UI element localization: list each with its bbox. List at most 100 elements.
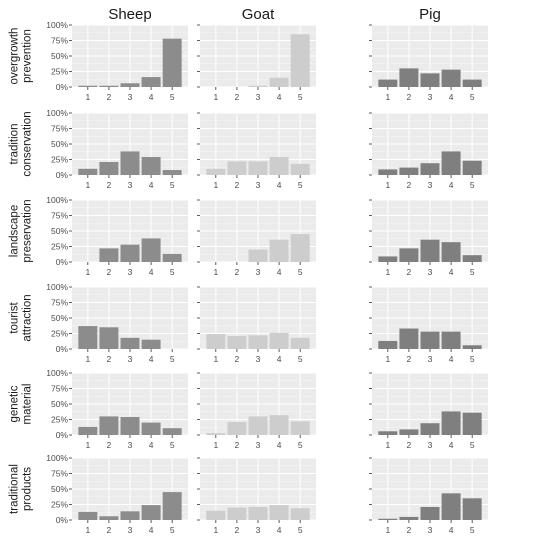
x-tick-label: 5: [470, 354, 475, 364]
bar-sheep-3: [121, 511, 140, 520]
y-tick-label: 75%: [51, 298, 68, 308]
x-tick-label: 3: [428, 267, 433, 277]
row-label-4: geneticmaterial: [9, 384, 34, 425]
x-tick-label: 1: [213, 92, 218, 102]
y-tick-label: 75%: [51, 211, 68, 221]
x-tick-label: 1: [85, 267, 90, 277]
bar-goat-5: [291, 34, 310, 87]
x-tick-label: 2: [407, 525, 412, 535]
y-tick-label: 75%: [51, 36, 68, 46]
row-label-word: traditional: [9, 464, 21, 514]
row-label-word: overgrowth: [9, 28, 21, 85]
column-title-sheep: Sheep: [108, 6, 151, 23]
y-tick-label: 75%: [51, 124, 68, 134]
x-tick-label: 4: [277, 180, 282, 190]
x-tick-label: 3: [256, 92, 261, 102]
bar-sheep-4: [142, 340, 161, 349]
x-tick-label: 3: [256, 180, 261, 190]
y-tick-label: 0%: [56, 344, 69, 354]
x-tick-label: 2: [407, 92, 412, 102]
bar-sheep-4: [142, 238, 161, 262]
x-tick-label: 4: [277, 440, 282, 450]
bar-goat-3: [249, 250, 268, 262]
bar-pig-4: [442, 493, 461, 520]
y-tick-label: 50%: [51, 313, 68, 323]
bar-pig-1: [378, 341, 397, 349]
row-label-5: traditionalproducts: [9, 464, 34, 514]
bar-goat-1: [206, 169, 225, 175]
y-tick-label: 0%: [56, 257, 69, 267]
y-tick-label: 50%: [51, 484, 68, 494]
bar-goat-3: [249, 335, 268, 349]
bar-pig-2: [399, 168, 418, 175]
x-tick-label: 2: [107, 180, 112, 190]
x-tick-label: 5: [170, 180, 175, 190]
x-tick-label: 5: [170, 267, 175, 277]
bar-sheep-2: [99, 86, 118, 87]
bar-pig-4: [442, 151, 461, 175]
bar-sheep-2: [99, 416, 118, 435]
bar-goat-4: [270, 78, 289, 87]
x-tick-label: 4: [277, 92, 282, 102]
x-tick-label: 5: [298, 525, 303, 535]
bar-pig-4: [442, 411, 461, 435]
bar-sheep-5: [163, 492, 182, 520]
x-tick-label: 1: [213, 525, 218, 535]
y-tick-label: 0%: [56, 82, 69, 92]
x-tick-label: 3: [256, 354, 261, 364]
x-tick-label: 2: [407, 180, 412, 190]
y-tick-label: 100%: [46, 282, 68, 292]
x-tick-label: 1: [85, 440, 90, 450]
x-tick-label: 5: [170, 440, 175, 450]
bar-goat-1: [206, 334, 225, 349]
x-tick-label: 2: [407, 440, 412, 450]
x-tick-label: 1: [213, 267, 218, 277]
bar-goat-5: [291, 421, 310, 435]
y-tick-label: 25%: [51, 415, 68, 425]
row-label-word: tourist: [9, 302, 21, 334]
bar-sheep-1: [78, 326, 97, 349]
bar-sheep-2: [99, 248, 118, 262]
x-tick-label: 4: [449, 440, 454, 450]
x-tick-label: 2: [235, 440, 240, 450]
bar-pig-3: [421, 507, 440, 520]
x-tick-label: 5: [170, 92, 175, 102]
bar-pig-1: [378, 519, 397, 520]
x-tick-label: 2: [107, 525, 112, 535]
bar-goat-2: [227, 161, 246, 175]
x-tick-label: 2: [235, 180, 240, 190]
x-tick-label: 1: [85, 180, 90, 190]
bar-sheep-3: [121, 151, 140, 175]
y-tick-label: 50%: [51, 226, 68, 236]
x-tick-label: 1: [85, 92, 90, 102]
bar-sheep-2: [99, 516, 118, 520]
bar-sheep-5: [163, 428, 182, 435]
y-tick-label: 100%: [46, 453, 68, 463]
x-tick-label: 1: [385, 354, 390, 364]
x-tick-label: 2: [407, 354, 412, 364]
x-tick-label: 3: [256, 440, 261, 450]
y-tick-label: 0%: [56, 170, 69, 180]
x-tick-label: 1: [213, 354, 218, 364]
y-tick-label: 0%: [56, 515, 69, 525]
bar-goat-4: [270, 505, 289, 520]
y-tick-label: 100%: [46, 20, 68, 30]
y-tick-label: 100%: [46, 108, 68, 118]
x-tick-label: 5: [298, 354, 303, 364]
bar-goat-2: [227, 336, 246, 349]
x-tick-label: 3: [428, 92, 433, 102]
x-tick-label: 5: [298, 440, 303, 450]
row-label-word: products: [22, 467, 34, 511]
x-tick-label: 2: [107, 92, 112, 102]
row-label-word: tradition: [9, 124, 21, 165]
x-tick-label: 5: [470, 525, 475, 535]
bar-sheep-4: [142, 505, 161, 520]
bar-pig-3: [421, 73, 440, 87]
row-label-word: landscape: [9, 205, 21, 257]
bar-pig-1: [378, 80, 397, 87]
x-tick-label: 2: [407, 267, 412, 277]
x-tick-label: 1: [385, 92, 390, 102]
y-tick-label: 75%: [51, 384, 68, 394]
